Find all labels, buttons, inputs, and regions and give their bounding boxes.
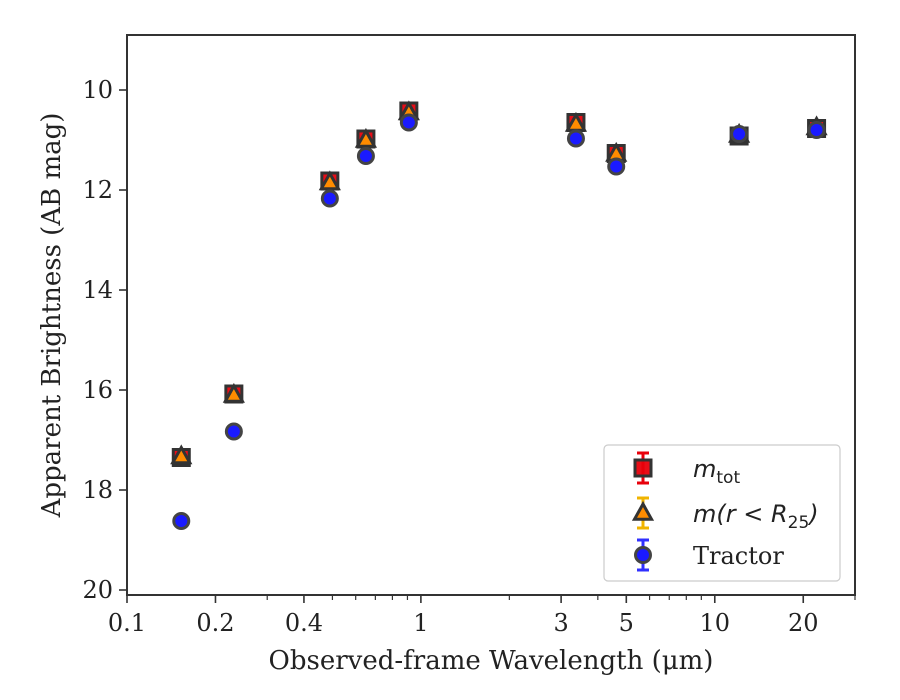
legend-label: m(r < R25)	[693, 500, 819, 533]
y-tick-label: 16	[82, 376, 113, 404]
data-point	[566, 129, 585, 148]
circle-marker	[172, 512, 191, 530]
y-axis: 10 12 14 16 18 20	[82, 76, 127, 604]
triangle-marker	[354, 127, 378, 148]
series-circle	[172, 113, 826, 530]
data-point	[354, 127, 378, 148]
x-tick-label: 0.4	[285, 609, 323, 637]
circle-marker	[566, 129, 585, 148]
x-axis: 0.1 0.2 0.4 1 3 5 10 20	[108, 595, 856, 637]
x-axis-label: Observed-frame Wavelength (μm)	[269, 646, 714, 676]
legend-label: mtot	[693, 455, 740, 488]
circle-marker	[807, 121, 826, 139]
series-square	[171, 101, 827, 467]
data-point	[320, 189, 339, 208]
y-tick-label: 14	[82, 276, 113, 304]
legend: mtot m(r < R25) Tractor	[603, 444, 841, 582]
circle-marker	[399, 113, 418, 132]
y-axis-label: Apparent Brightness (AB mag)	[37, 113, 67, 519]
x-tick-label: 10	[700, 609, 731, 637]
series-triangle	[170, 100, 828, 465]
legend-label: Tractor	[693, 542, 784, 570]
plot-frame	[126, 34, 856, 596]
data-point	[172, 512, 191, 530]
x-tick-label: 0.1	[108, 609, 146, 637]
circle-marker	[730, 125, 749, 143]
data-point	[318, 170, 341, 191]
data-point	[170, 444, 193, 465]
data-point	[807, 121, 826, 139]
data-point	[222, 382, 245, 403]
triangle-marker	[631, 500, 655, 521]
y-tick-label: 10	[82, 76, 113, 104]
y-tick-label: 20	[82, 576, 113, 604]
data-point	[607, 157, 626, 176]
y-tick-label: 18	[82, 476, 113, 504]
circle-marker	[356, 147, 375, 165]
data-point	[224, 422, 243, 441]
triangle-marker	[222, 382, 245, 403]
x-tick-label: 20	[788, 609, 819, 637]
legend-entry: m(r < R25)	[631, 496, 819, 533]
data-point	[356, 147, 375, 165]
x-tick-label: 5	[619, 609, 634, 637]
circle-marker	[320, 189, 339, 208]
y-tick-label: 12	[82, 176, 113, 204]
triangle-marker	[318, 170, 341, 191]
circle-marker	[224, 422, 243, 441]
data-point	[730, 125, 749, 143]
x-tick-label: 1	[413, 609, 428, 637]
x-tick-label: 0.2	[196, 609, 234, 637]
circle-marker	[607, 157, 626, 176]
circle-marker	[634, 546, 652, 564]
legend-entry: Tractor	[634, 538, 784, 572]
x-tick-label: 3	[553, 609, 568, 637]
legend-entry: mtot	[633, 451, 740, 488]
data-marks	[170, 100, 828, 530]
square-marker	[633, 458, 653, 478]
data-point	[399, 113, 418, 132]
triangle-marker	[170, 444, 193, 465]
legend-box	[603, 444, 841, 582]
